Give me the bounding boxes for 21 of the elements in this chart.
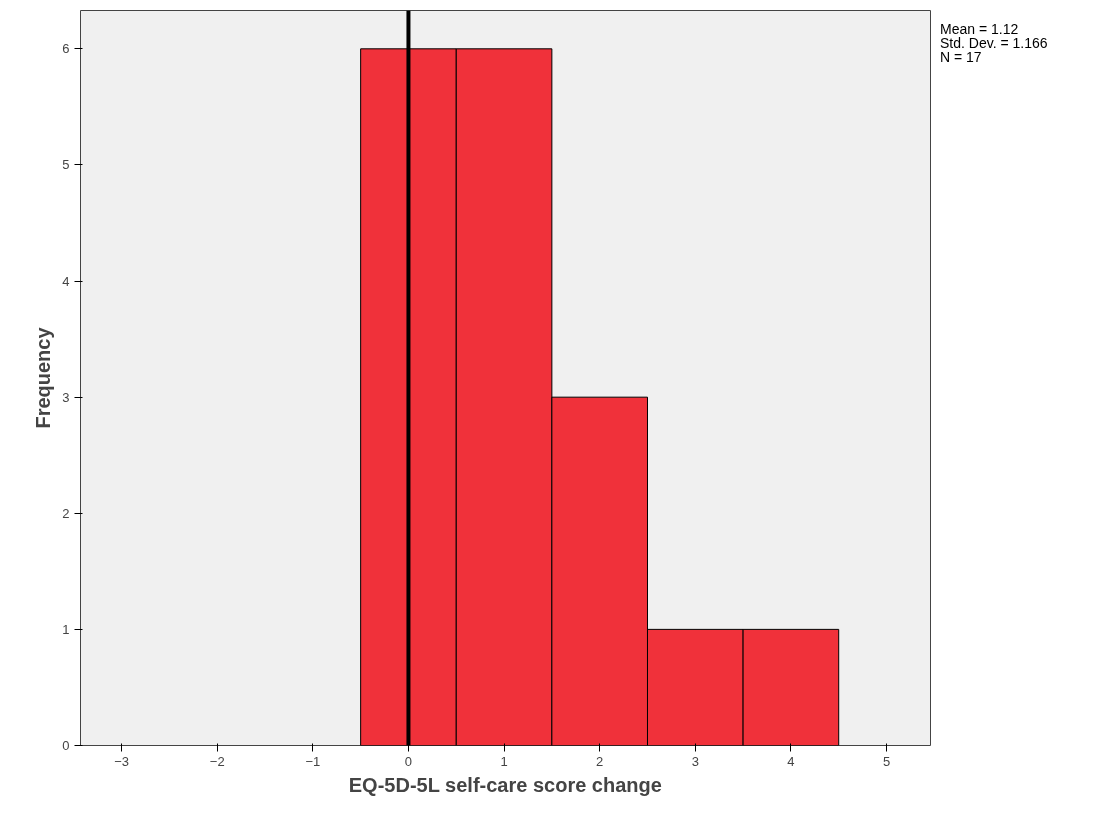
x-tick-label: −2 bbox=[209, 753, 225, 769]
x-tick-label: 5 bbox=[882, 753, 891, 769]
y-tick-label: 6 bbox=[62, 41, 70, 57]
y-tick-label: 4 bbox=[62, 273, 70, 289]
y-axis-title: Frequency bbox=[32, 326, 55, 429]
x-axis-title: EQ-5D-5L self-care score change bbox=[348, 773, 662, 796]
x-tick-label: 1 bbox=[500, 753, 508, 769]
y-tick-label: 2 bbox=[62, 505, 70, 521]
x-tick-label: −3 bbox=[114, 753, 130, 769]
y-tick-label: 5 bbox=[62, 157, 70, 173]
y-tick-label: 1 bbox=[62, 621, 70, 637]
x-tick-label: −1 bbox=[305, 753, 321, 769]
x-tick-label: 0 bbox=[404, 753, 413, 769]
x-tick-label: 3 bbox=[691, 753, 699, 769]
text: N = 17 bbox=[940, 49, 982, 65]
y-tick-label: 3 bbox=[62, 389, 70, 405]
x-tick-label: 2 bbox=[596, 753, 604, 769]
text: Mean = 1.12 bbox=[940, 21, 1019, 37]
x-tick-label: 4 bbox=[787, 753, 795, 769]
text: Std. Dev. = 1.166 bbox=[940, 35, 1048, 51]
y-tick-label: 0 bbox=[62, 738, 70, 753]
